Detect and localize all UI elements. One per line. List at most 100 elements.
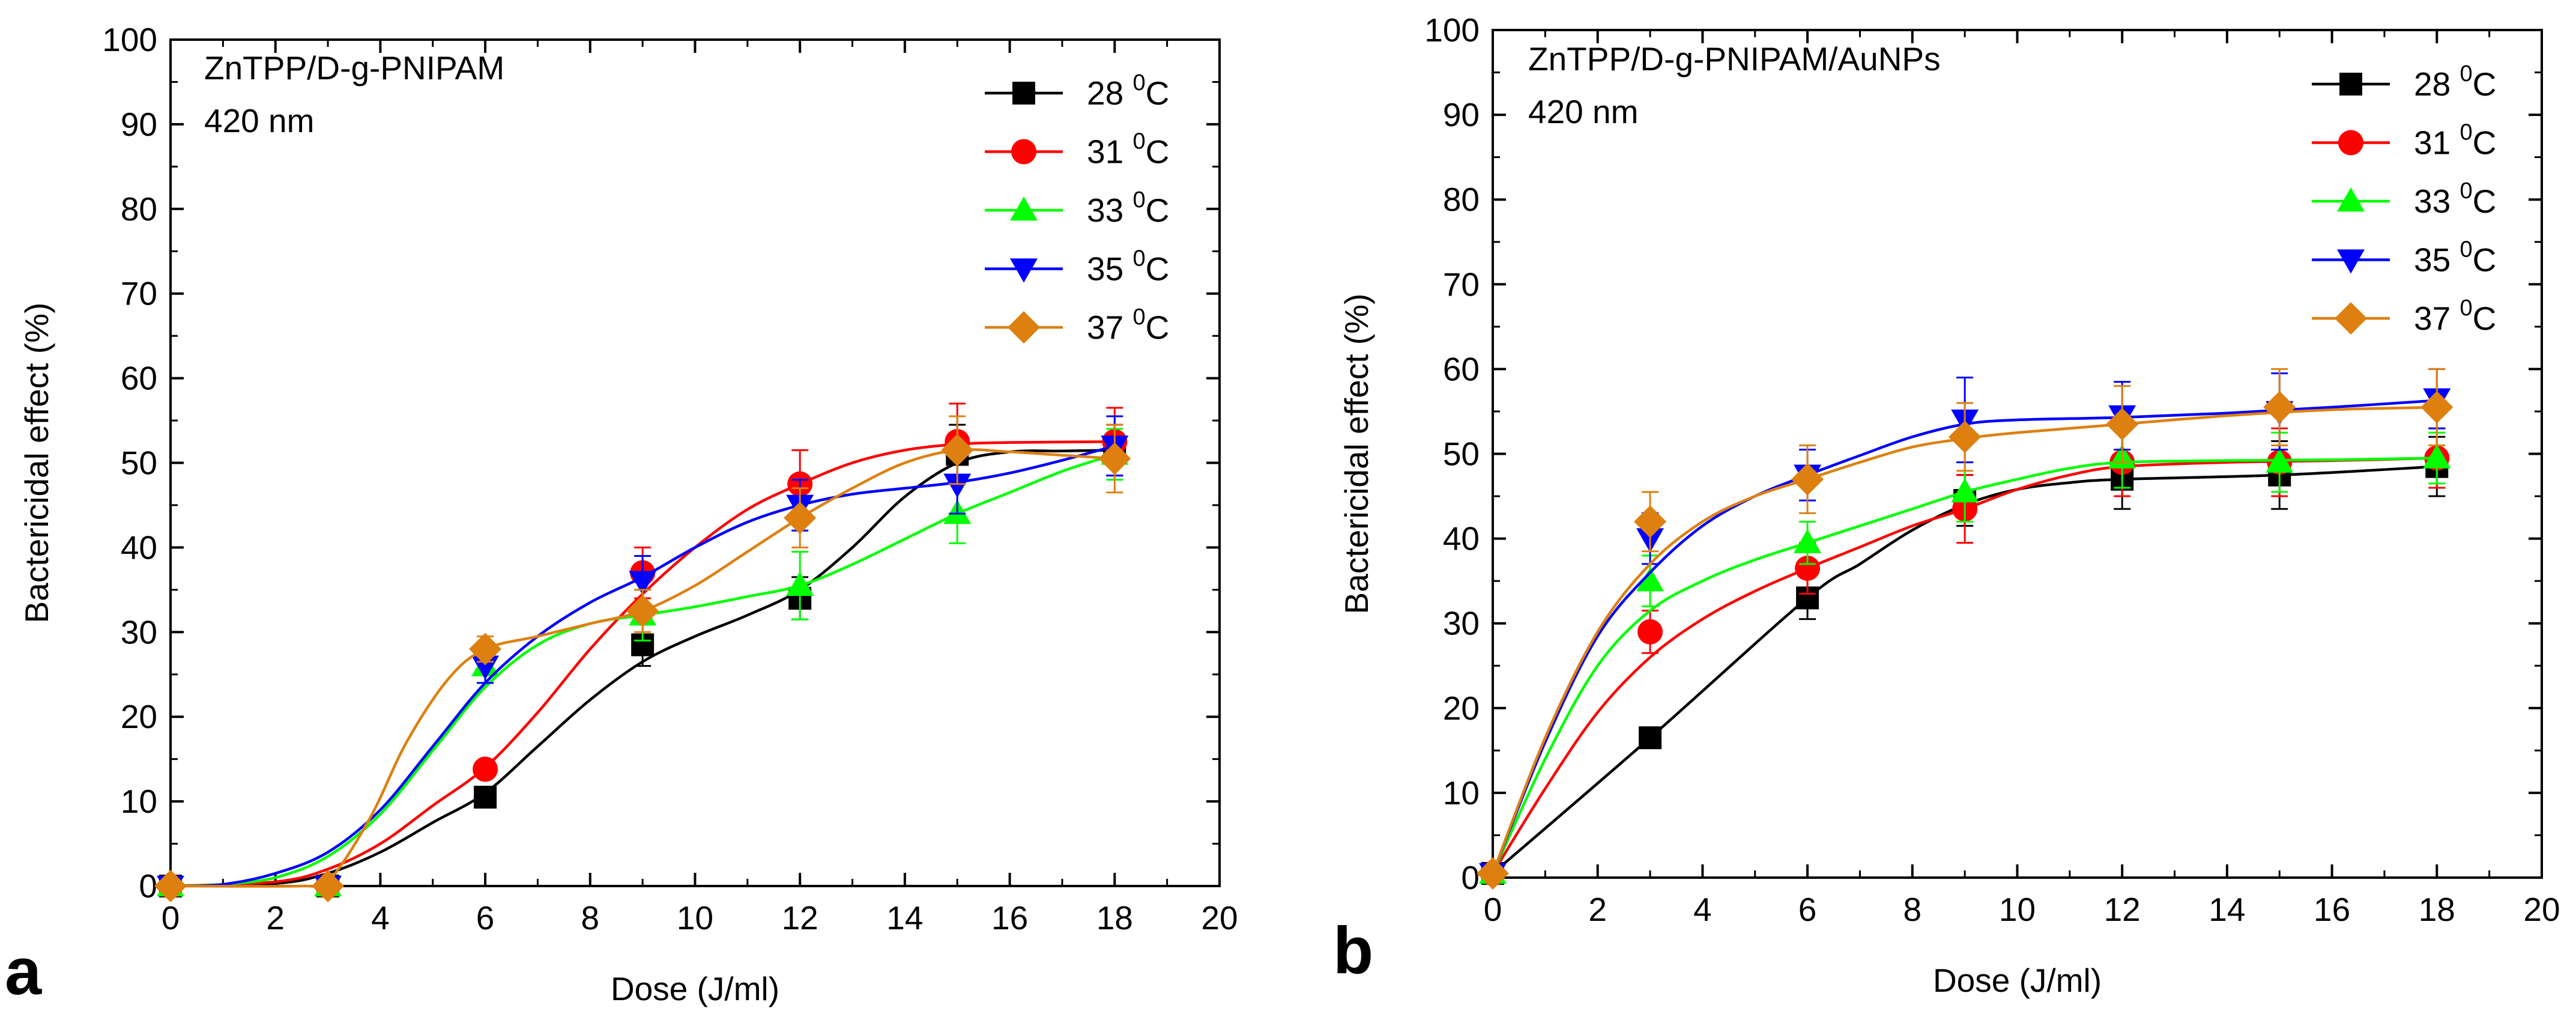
legend-label-number: 28 <box>1087 74 1132 112</box>
annotation-sample: ZnTPP/D-g-PNIPAM/AuNPs <box>1528 40 1941 77</box>
x-tick-label: 2 <box>1588 891 1607 928</box>
data-point <box>1098 442 1131 475</box>
y-tick-label: 70 <box>121 275 157 312</box>
x-axis-title: Dose (J/ml) <box>611 970 779 1007</box>
legend-label-unit: C <box>1146 133 1170 171</box>
x-tick-label: 10 <box>1999 891 2036 928</box>
legend-label: 37 0C <box>1087 305 1169 346</box>
legend-entry-3: 35 0C <box>2312 237 2496 279</box>
data-point <box>473 756 498 782</box>
x-tick-label: 8 <box>581 899 600 936</box>
legend-label-number: 37 <box>1087 309 1132 346</box>
legend-marker <box>1010 258 1038 283</box>
legend-marker <box>2338 130 2363 156</box>
legend-label-unit: C <box>2473 124 2497 162</box>
legend-marker <box>2337 249 2365 274</box>
annotation-wavelength: 420 nm <box>204 102 314 139</box>
legend-label-number: 31 <box>1087 133 1132 171</box>
y-axis-title: Bactericidal effect (%) <box>18 303 55 624</box>
plot-frame <box>1492 29 2543 879</box>
legend-label-unit: C <box>2473 65 2497 103</box>
data-point <box>786 571 814 596</box>
panel-letter: a <box>5 935 42 1009</box>
legend-marker <box>2337 187 2365 212</box>
data-point <box>1477 857 1509 890</box>
data-point <box>1795 555 1821 581</box>
legend-marker <box>1008 311 1040 344</box>
legend-label-degree: 0 <box>1132 129 1145 154</box>
y-tick-label: 50 <box>1443 436 1480 473</box>
x-tick-label: 18 <box>1096 899 1133 936</box>
y-tick-label: 70 <box>1443 266 1480 303</box>
x-tick-label: 14 <box>2209 891 2245 928</box>
series-line <box>170 448 1115 890</box>
data-point <box>784 502 817 535</box>
y-tick-label: 10 <box>121 783 157 820</box>
y-axis-title: Bactericidal effect (%) <box>1338 294 1375 615</box>
panel-a: 0 2 4 6 8 10 12 14 16 18 20 0 10 20 30 40 50 60 70 80 90 100 D… <box>5 21 1238 1009</box>
legend-label-number: 31 <box>2414 124 2460 162</box>
series-line <box>1491 399 2437 874</box>
data-point <box>943 473 972 498</box>
x-tick-label: 20 <box>2523 891 2560 928</box>
legend-label: 28 0C <box>1087 70 1169 112</box>
legend-label: 28 0C <box>2414 61 2496 103</box>
legend-label: 35 0C <box>2414 237 2496 279</box>
legend-marker <box>1010 196 1038 221</box>
data-point <box>474 786 497 809</box>
x-tick-label: 6 <box>1798 891 1817 928</box>
y-tick-label: 20 <box>1443 690 1480 727</box>
x-tick-label: 4 <box>371 899 390 936</box>
data-point <box>312 870 345 902</box>
data-point <box>1791 463 1824 496</box>
legend-marker <box>2335 302 2367 335</box>
data-point <box>1636 567 1664 592</box>
y-tick-label: 80 <box>1443 181 1480 218</box>
data-point <box>1637 619 1663 645</box>
legend-entry-4: 37 0C <box>2312 296 2496 337</box>
legend-label-number: 37 <box>2414 300 2460 337</box>
series-4 <box>154 415 1131 902</box>
data-point <box>2263 390 2296 423</box>
series-line <box>1492 457 2437 875</box>
legend-label: 31 0C <box>2414 120 2496 162</box>
legend-label-unit: C <box>2473 300 2497 337</box>
y-tick-label: 60 <box>1443 350 1480 387</box>
legend-label-unit: C <box>2473 241 2497 279</box>
x-tick-label: 12 <box>2104 891 2141 928</box>
legend-label-unit: C <box>2473 183 2497 220</box>
data-point <box>941 434 974 467</box>
legend-marker <box>1012 82 1035 105</box>
legend-label-degree: 0 <box>2460 178 2472 204</box>
legend-label-unit: C <box>1146 250 1170 288</box>
y-tick-label: 100 <box>1424 11 1480 49</box>
legend-entry-2: 33 0C <box>985 187 1169 229</box>
legend-entry-3: 35 0C <box>985 246 1169 288</box>
legend-label-degree: 0 <box>1132 187 1145 213</box>
legend-label-number: 28 <box>2414 65 2460 103</box>
data-point <box>469 633 502 666</box>
legend-marker <box>2339 73 2362 96</box>
x-tick-label: 2 <box>266 899 285 936</box>
y-tick-label: 0 <box>1461 859 1480 896</box>
legend-entry-0: 28 0C <box>985 70 1169 112</box>
series-line <box>170 453 1115 888</box>
x-tick-label: 14 <box>886 899 923 936</box>
legend-label-number: 33 <box>1087 192 1132 229</box>
y-tick-label: 80 <box>121 190 157 228</box>
legend-label-number: 35 <box>1087 250 1132 288</box>
data-point <box>626 595 659 628</box>
data-point <box>1634 505 1667 538</box>
y-tick-label: 50 <box>121 445 157 482</box>
series-line <box>170 440 1115 888</box>
y-tick-label: 90 <box>121 106 157 143</box>
data-point <box>2266 448 2294 473</box>
annotation-sample: ZnTPP/D-g-PNIPAM <box>204 49 504 87</box>
legend-label-degree: 0 <box>1132 70 1145 96</box>
x-tick-label: 4 <box>1693 891 1712 928</box>
legend-label-number: 35 <box>2414 241 2460 279</box>
series-line <box>1491 457 2437 874</box>
x-axis-title: Dose (J/ml) <box>1933 962 2102 999</box>
legend-marker <box>1011 139 1036 165</box>
